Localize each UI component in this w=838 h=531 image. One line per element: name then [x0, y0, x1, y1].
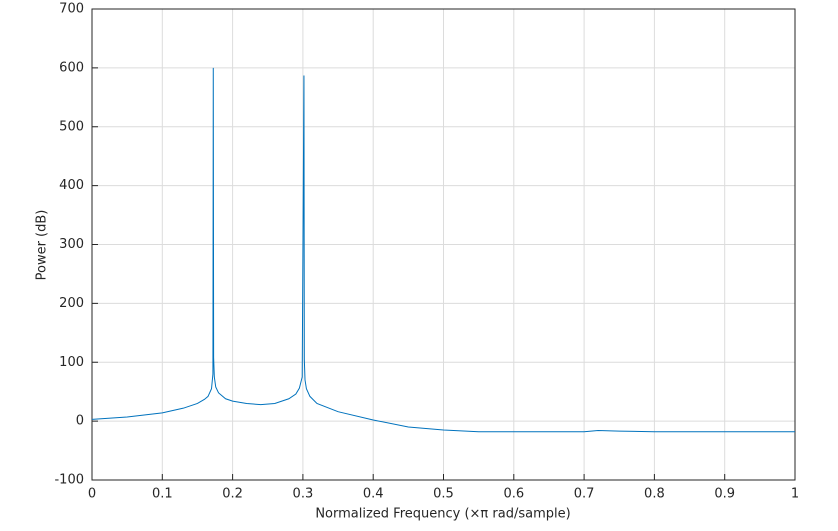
x-tick-label: 0.9: [714, 487, 735, 502]
y-tick-label: 700: [59, 2, 84, 17]
data-line: [91, 67, 795, 433]
x-tick-label: 0.3: [293, 487, 314, 502]
grid-layer: [91, 8, 796, 481]
y-tick-label: 500: [59, 119, 84, 134]
x-tick-label: 0.1: [152, 487, 173, 502]
y-tick-label: 0: [76, 414, 84, 429]
x-tick-label: 0.2: [222, 487, 243, 502]
x-tick-label: 0.6: [503, 487, 524, 502]
x-axis-label: Normalized Frequency (×π rad/sample): [315, 507, 570, 522]
x-tick-label: 0.8: [644, 487, 665, 502]
y-tick-label: 600: [59, 60, 84, 75]
axes-box: [91, 8, 796, 481]
x-tick-label: 0.4: [363, 487, 384, 502]
y-tick-label: 300: [59, 237, 84, 252]
x-tick-label: 1: [791, 487, 799, 502]
y-axis-label: Power (dB): [35, 210, 50, 281]
y-tick-label: 400: [59, 178, 84, 193]
y-tick-label: -100: [54, 473, 84, 488]
x-tick-label: 0.5: [433, 487, 454, 502]
y-tick-label: 100: [59, 355, 84, 370]
y-tick-label: 200: [59, 296, 84, 311]
x-tick-label: 0.7: [574, 487, 595, 502]
x-tick-label: 0: [88, 487, 96, 502]
